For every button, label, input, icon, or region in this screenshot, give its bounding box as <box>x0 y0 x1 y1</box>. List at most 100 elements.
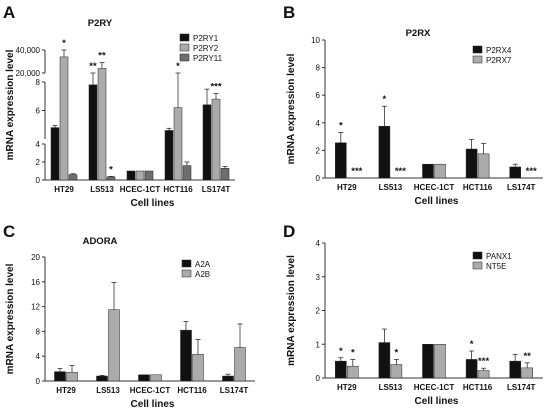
bar <box>335 360 347 379</box>
significance-label: * <box>395 347 399 358</box>
legend-label: A2A <box>195 260 211 269</box>
chart-title: ADORA <box>83 236 118 247</box>
bar <box>211 98 221 181</box>
significance-label: *** <box>526 166 537 177</box>
y-tick-label: 8 <box>36 78 41 87</box>
legend-swatch <box>472 251 483 260</box>
chart-title: P2RX <box>406 28 431 39</box>
y-tick-label: 8 <box>36 327 41 336</box>
y-tick-label: 8 <box>316 64 321 73</box>
significance-label: * <box>351 347 355 358</box>
significance-label: * <box>383 94 387 105</box>
y-tick-label: 0 <box>36 176 41 185</box>
significance-label: * <box>176 61 180 72</box>
y-axis-label: mRNA expression level <box>5 49 16 160</box>
bar <box>465 359 478 379</box>
bar <box>88 84 98 181</box>
bar <box>50 127 60 181</box>
bar <box>222 375 234 382</box>
bar <box>97 68 107 181</box>
bar <box>434 344 446 379</box>
x-tick-label: HT29 <box>337 183 357 192</box>
bar <box>108 309 120 382</box>
bar <box>106 176 116 181</box>
legend-swatch <box>179 53 190 62</box>
bar <box>150 374 162 382</box>
x-tick-label: HCEC-1CT <box>414 183 455 192</box>
bar <box>164 130 174 181</box>
bar <box>96 375 108 382</box>
bar <box>173 107 183 181</box>
legend-swatch <box>179 33 190 42</box>
x-tick-label: HT29 <box>337 383 357 392</box>
x-axis-label: Cell lines <box>131 399 175 410</box>
x-tick-label: LS513 <box>90 185 114 194</box>
y-tick-label: 40,000 <box>16 46 41 55</box>
x-tick-label: HT29 <box>54 185 74 194</box>
significance-label: * <box>109 164 113 175</box>
legend-swatch <box>472 261 483 270</box>
bar <box>66 372 78 382</box>
bar <box>126 170 136 181</box>
bar <box>465 148 478 179</box>
y-tick-label: 0 <box>316 174 321 183</box>
legend-swatch <box>181 269 192 278</box>
legend-label: P2RY11 <box>193 54 223 63</box>
legend-swatch <box>181 259 192 268</box>
bar <box>509 360 521 379</box>
y-tick-label: 20,000 <box>16 69 41 78</box>
bar <box>59 56 69 181</box>
bar <box>192 354 204 382</box>
bar <box>135 170 145 181</box>
legend-swatch <box>472 45 483 54</box>
significance-label: *** <box>478 356 489 367</box>
significance-label: ** <box>98 51 106 62</box>
x-tick-label: LS513 <box>96 386 120 395</box>
y-tick-label: 2 <box>36 158 41 167</box>
panel-letter: B <box>283 3 295 22</box>
legend-label: P2RX7 <box>486 56 512 65</box>
y-axis-label: mRNA expression level <box>286 53 297 164</box>
y-tick-label: 16 <box>31 278 40 287</box>
y-tick-label: 4 <box>36 352 41 361</box>
panel-letter: A <box>3 3 15 22</box>
bar <box>422 163 434 179</box>
legend-swatch <box>179 43 190 52</box>
x-tick-label: LS174T <box>220 386 249 395</box>
y-tick-label: 10 <box>311 36 320 45</box>
bar <box>390 364 403 379</box>
significance-label: * <box>62 38 66 49</box>
x-axis-label: Cell lines <box>131 198 175 209</box>
y-tick-label: 0 <box>316 374 321 383</box>
bar <box>138 374 150 382</box>
legend-label: A2B <box>195 270 210 279</box>
significance-label: ** <box>89 61 97 72</box>
x-tick-label: LS174T <box>507 383 536 392</box>
bar <box>477 370 490 379</box>
x-tick-label: HCEC-1CT <box>120 185 161 194</box>
y-tick-label: 0 <box>36 377 41 386</box>
legend-label: P2RY1 <box>193 34 219 43</box>
significance-label: ** <box>523 351 531 362</box>
y-tick-label: 12 <box>31 303 40 312</box>
y-tick-label: 4 <box>36 140 41 149</box>
bar <box>422 344 434 379</box>
legend-label: NT5E <box>486 262 506 271</box>
bar <box>54 371 66 382</box>
x-axis-label: Cell lines <box>415 396 459 407</box>
significance-label: * <box>339 346 343 357</box>
y-tick-label: 4 <box>316 119 321 128</box>
y-tick-label: 6 <box>36 107 41 116</box>
bar <box>68 174 78 181</box>
bar <box>180 329 192 382</box>
y-tick-label: 3 <box>316 273 321 282</box>
y-tick-label: 1 <box>316 340 321 349</box>
x-tick-label: LS513 <box>379 383 403 392</box>
panel-letter: C <box>3 222 15 241</box>
legend-swatch <box>472 55 483 64</box>
x-axis-label: Cell lines <box>415 196 459 207</box>
x-tick-label: HCEC-1CT <box>414 383 455 392</box>
legend-label: P2RX4 <box>486 46 512 55</box>
bar <box>220 168 230 181</box>
